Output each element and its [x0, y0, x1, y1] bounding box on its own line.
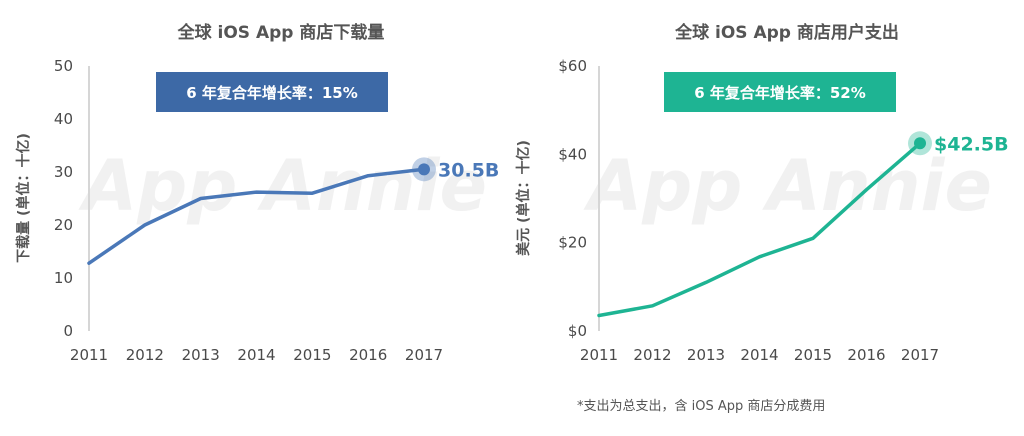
end-point — [914, 137, 926, 150]
y-tick-label: 50 — [54, 57, 73, 75]
x-tick-label: 2017 — [405, 346, 443, 364]
x-tick-label: 2016 — [847, 346, 885, 364]
x-tick-label: 2012 — [633, 346, 671, 364]
y-tick-label: $60 — [558, 57, 587, 75]
end-value-label: 30.5B — [438, 159, 499, 181]
series-line — [597, 141, 922, 318]
y-tick-label: 30 — [54, 163, 73, 181]
cagr-badge — [156, 72, 388, 112]
y-axis-label: 下载量 (单位：十亿) — [15, 133, 32, 263]
end-point — [418, 163, 430, 176]
x-tick-label: 2013 — [687, 346, 725, 364]
x-tick-label: 2014 — [740, 346, 778, 364]
chart-title: 全球 iOS App 商店下载量 — [177, 22, 385, 43]
y-tick-label: $20 — [558, 234, 587, 252]
series-line — [87, 167, 426, 265]
cagr-badge-text: 6 年复合年增长率：52% — [694, 84, 866, 102]
cagr-badge — [664, 72, 896, 112]
chart-title: 全球 iOS App 商店用户支出 — [674, 22, 899, 43]
y-tick-label: 20 — [54, 216, 73, 234]
end-value-label: $42.5B — [934, 133, 1009, 155]
y-tick-label: $0 — [568, 322, 587, 340]
x-tick-label: 2013 — [182, 346, 220, 364]
y-tick-label: $40 — [558, 145, 587, 163]
x-tick-label: 2012 — [126, 346, 164, 364]
y-axis-label: 美元 (单位：十亿) — [515, 140, 532, 256]
watermark-right: App Annie — [583, 145, 992, 227]
y-tick-label: 10 — [54, 269, 73, 287]
cagr-badge-text: 6 年复合年增长率：15% — [186, 84, 358, 102]
x-tick-label: 2014 — [237, 346, 275, 364]
x-tick-label: 2017 — [901, 346, 939, 364]
x-tick-label: 2011 — [70, 346, 108, 364]
x-tick-label: 2016 — [349, 346, 387, 364]
watermark-left: App Annie — [78, 145, 487, 227]
footnote: *支出为总支出，含 iOS App 商店分成费用 — [577, 398, 825, 414]
x-tick-label: 2015 — [293, 346, 331, 364]
x-tick-label: 2011 — [580, 346, 618, 364]
x-tick-label: 2015 — [794, 346, 832, 364]
y-tick-label: 40 — [54, 110, 73, 128]
y-tick-label: 0 — [63, 322, 73, 340]
